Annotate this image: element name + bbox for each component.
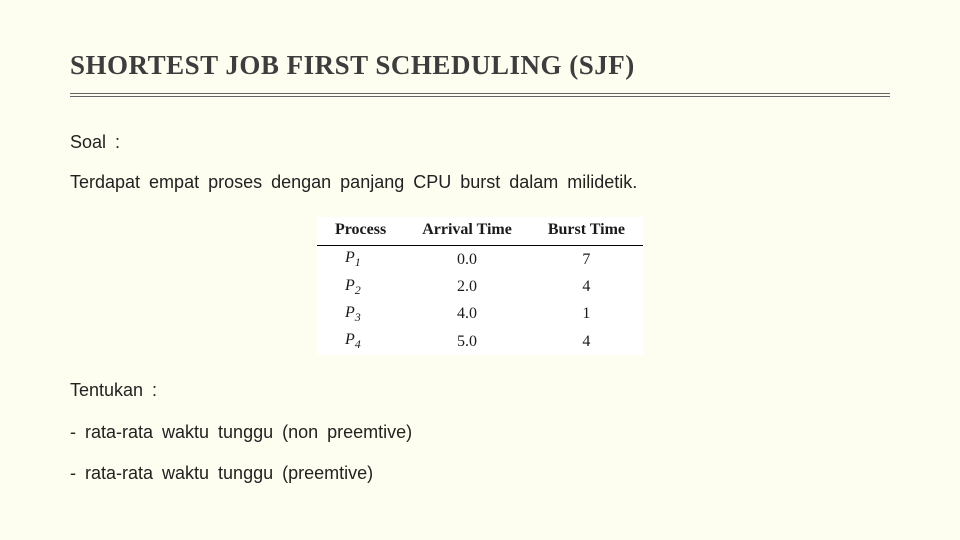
cell-process: P3 <box>317 301 404 328</box>
cell-burst: 7 <box>530 246 643 274</box>
cell-arrival: 2.0 <box>404 274 530 301</box>
process-table: Process Arrival Time Burst Time P1 0.0 7… <box>317 217 643 355</box>
cell-arrival: 4.0 <box>404 301 530 328</box>
bullet-item: - rata-rata waktu tunggu (non preemtive) <box>70 415 890 449</box>
cell-arrival: 5.0 <box>404 328 530 355</box>
cell-process: P4 <box>317 328 404 355</box>
tentukan-label: Tentukan : <box>70 373 890 407</box>
col-process: Process <box>317 217 404 246</box>
table-row: P2 2.0 4 <box>317 274 643 301</box>
col-arrival: Arrival Time <box>404 217 530 246</box>
cell-burst: 1 <box>530 301 643 328</box>
cell-process: P1 <box>317 246 404 274</box>
process-table-container: Process Arrival Time Burst Time P1 0.0 7… <box>70 217 890 355</box>
table-header-row: Process Arrival Time Burst Time <box>317 217 643 246</box>
bullet-item: - rata-rata waktu tunggu (preemtive) <box>70 456 890 490</box>
intro-line-1: Soal : <box>70 125 890 159</box>
cell-burst: 4 <box>530 274 643 301</box>
slide-title: SHORTEST JOB FIRST SCHEDULING (SJF) <box>70 50 890 81</box>
cell-arrival: 0.0 <box>404 246 530 274</box>
table-row: P4 5.0 4 <box>317 328 643 355</box>
cell-burst: 4 <box>530 328 643 355</box>
intro-line-2: Terdapat empat proses dengan panjang CPU… <box>70 165 890 199</box>
table-row: P3 4.0 1 <box>317 301 643 328</box>
title-divider <box>70 93 890 97</box>
table-row: P1 0.0 7 <box>317 246 643 274</box>
col-burst: Burst Time <box>530 217 643 246</box>
cell-process: P2 <box>317 274 404 301</box>
